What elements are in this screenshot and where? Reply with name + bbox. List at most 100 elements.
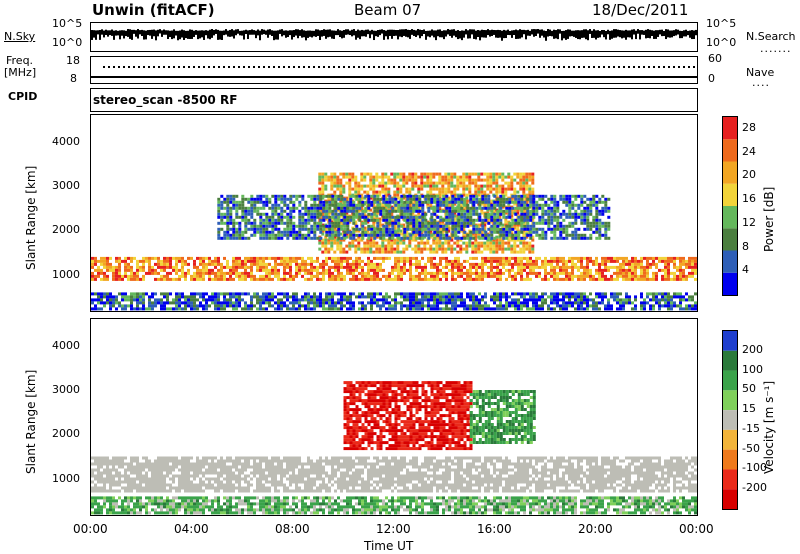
noise-mark: [383, 30, 385, 40]
power-cell: [244, 307, 247, 311]
power-cell: [364, 206, 368, 210]
power-cell: [324, 217, 328, 221]
power-cell: [379, 209, 383, 213]
power-cell: [259, 200, 263, 204]
power-cell: [513, 238, 517, 242]
power-cell: [226, 194, 230, 198]
power-cell: [495, 187, 499, 191]
power-cell: [447, 181, 451, 185]
power-cell: [388, 212, 392, 216]
power-cell: [396, 190, 400, 194]
power-cell: [643, 274, 646, 278]
power-cell: [223, 236, 227, 240]
power-cell: [420, 229, 424, 233]
power-cell: [244, 271, 247, 275]
power-cell: [340, 236, 344, 240]
power-cell: [388, 221, 392, 225]
power-cell: [439, 236, 443, 240]
power-cell: [280, 298, 283, 302]
power-cell: [664, 265, 667, 269]
power-cell: [238, 259, 241, 263]
power-cell: [319, 295, 322, 299]
power-cell: [352, 236, 356, 240]
noise-mark: [671, 30, 673, 38]
power-cell: [478, 215, 482, 219]
power-cell: [517, 271, 520, 275]
power-cell: [474, 241, 478, 245]
power-cell: [511, 206, 515, 210]
power-cell: [289, 271, 292, 275]
power-cell: [622, 262, 625, 266]
power-cell: [544, 259, 547, 263]
noise-mark: [195, 30, 197, 35]
power-cell: [313, 295, 316, 299]
power-cell: [523, 236, 527, 240]
power-cell: [304, 203, 308, 207]
power-cell: [583, 206, 587, 210]
power-cell: [289, 215, 293, 219]
power-cell: [247, 200, 251, 204]
power-cell: [417, 247, 421, 251]
power-cell: [286, 203, 290, 207]
power-cell: [691, 262, 694, 266]
nave-mark: [443, 66, 445, 68]
power-cell: [510, 181, 514, 185]
power-cell: [268, 268, 271, 272]
power-cell: [370, 203, 374, 207]
noise-mark: [241, 30, 243, 36]
power-cell: [292, 274, 295, 278]
power-cell: [235, 268, 238, 272]
noise-tick-high-left: 10^5: [52, 17, 83, 30]
power-cell: [453, 175, 457, 179]
power-cell: [154, 277, 157, 281]
power-cell: [321, 181, 325, 185]
power-cell: [451, 203, 455, 207]
power-cell: [466, 268, 469, 272]
power-cell: [250, 277, 253, 281]
power-cell: [499, 197, 503, 201]
nave-mark: [303, 66, 305, 68]
power-cell: [406, 268, 409, 272]
noise-mark: [669, 30, 671, 38]
power-cell: [643, 256, 646, 260]
power-cell: [493, 274, 496, 278]
power-cell: [339, 181, 343, 185]
power-cell: [220, 307, 223, 311]
power-cell: [175, 301, 178, 305]
power-cell: [328, 271, 331, 275]
noise-mark: [91, 30, 93, 40]
power-cell: [559, 259, 562, 263]
power-cell: [381, 202, 385, 206]
power-cell: [598, 277, 601, 281]
power-cell: [283, 301, 286, 305]
power-cell: [94, 259, 97, 263]
power-cell: [468, 187, 472, 191]
power-cell: [157, 271, 160, 275]
power-cell: [229, 233, 233, 237]
power-cell: [235, 301, 238, 305]
power-cell: [142, 295, 145, 299]
power-cell: [372, 223, 376, 227]
power-cell: [480, 178, 484, 182]
power-cell: [133, 256, 136, 260]
power-cell: [462, 232, 466, 236]
power-cell: [598, 224, 602, 228]
power-cell: [318, 190, 322, 194]
power-cell: [403, 209, 407, 213]
power-cell: [447, 226, 451, 230]
power-cell: [378, 193, 382, 197]
power-cell: [289, 268, 292, 272]
power-cell: [421, 209, 425, 213]
noise-mark: [169, 30, 171, 38]
power-cell: [583, 218, 587, 222]
power-cell: [487, 221, 491, 225]
power-cell: [106, 256, 109, 260]
power-cell: [280, 236, 284, 240]
power-cell: [583, 209, 587, 213]
power-cell: [429, 175, 433, 179]
power-cell: [321, 196, 325, 200]
power-cell: [436, 194, 440, 198]
power-cell: [426, 184, 430, 188]
noise-mark: [673, 30, 675, 37]
power-cell: [438, 205, 442, 209]
